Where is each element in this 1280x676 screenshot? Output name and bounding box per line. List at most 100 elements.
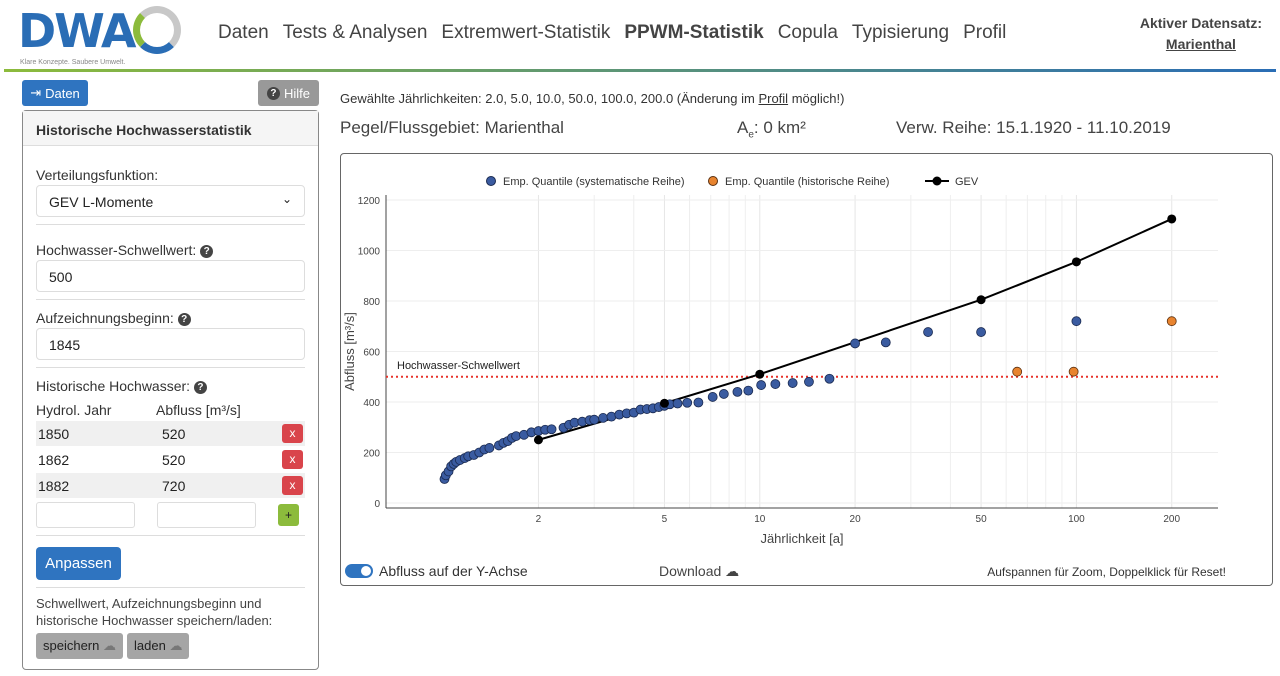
settings-panel: Historische Hochwasserstatistik Verteilu… xyxy=(22,110,319,670)
hilfe-button[interactable]: ? Hilfe xyxy=(258,80,319,106)
abfluss-cell: 720 xyxy=(162,478,186,494)
legend-gev-marker xyxy=(932,176,942,186)
frequency-chart[interactable]: 2 5 10 20 50 100 200 0 200 400 600 800 1000 1200 Jährl… xyxy=(341,154,1273,586)
y-axis-title: Abfluss [m³/s] xyxy=(342,312,357,391)
save-load-note: Schwellwert, Aufzeichnungsbeginn und his… xyxy=(36,596,273,628)
x-tick-label: 50 xyxy=(976,514,988,525)
chevron-down-icon: ⌄ xyxy=(281,192,292,206)
systematic-point xyxy=(484,443,495,453)
daten-button[interactable]: ⇥ Daten xyxy=(22,80,88,106)
delete-row-button[interactable]: x xyxy=(282,476,303,495)
speichern-button[interactable]: speichern ☁ xyxy=(36,633,123,659)
hilfe-label: Hilfe xyxy=(283,85,310,101)
anpassen-button[interactable]: Anpassen xyxy=(36,547,121,580)
jahr-cell: 1882 xyxy=(38,478,70,494)
y-axis-toggle[interactable] xyxy=(345,564,373,578)
systematic-point xyxy=(589,414,600,425)
laden-label: laden xyxy=(134,638,166,653)
logo-tagline: Klare Konzepte. Saubere Umwelt. xyxy=(20,59,126,66)
divider xyxy=(36,367,305,368)
jahr-cell: 1862 xyxy=(38,452,70,468)
nav-daten[interactable]: Daten xyxy=(218,22,269,43)
help-icon: ? xyxy=(266,86,280,100)
nav-typisierung[interactable]: Typisierung xyxy=(851,22,950,43)
verteilung-select[interactable]: GEV L-Momente ⌄ xyxy=(36,185,305,217)
systematic-point xyxy=(546,424,557,435)
schwellwert-input[interactable]: 500 xyxy=(36,260,305,292)
schwell-value: 500 xyxy=(49,269,73,285)
legend-historic: Emp. Quantile (historische Reihe) xyxy=(725,176,889,188)
y-tick-label: 600 xyxy=(363,348,380,359)
sign-in-icon: ⇥ xyxy=(30,85,42,100)
x-tick-label: 2 xyxy=(536,514,542,525)
systematic-point xyxy=(976,327,986,337)
area-info: Ae: 0 km² xyxy=(737,118,806,140)
cloud-download-icon: ☁ xyxy=(725,563,740,579)
reihe-info: Verw. Reihe: 15.1.1920 - 11.10.2019 xyxy=(896,118,1171,137)
x-tick-label: 200 xyxy=(1163,514,1180,525)
verteilung-value: GEV L-Momente xyxy=(49,194,154,210)
historic-point xyxy=(1012,366,1023,377)
historic-point xyxy=(1166,316,1177,327)
threshold-label: Hochwasser-Schwellwert xyxy=(397,360,520,372)
divider xyxy=(36,535,305,536)
systematic-point xyxy=(718,389,729,399)
new-jahr-input[interactable] xyxy=(36,502,135,528)
nav-profil[interactable]: Profil xyxy=(963,22,1007,43)
systematic-point xyxy=(693,397,704,408)
daten-label: Daten xyxy=(45,85,80,101)
help-icon[interactable]: ? xyxy=(200,244,214,258)
add-row-button[interactable]: + xyxy=(278,504,299,526)
abfluss-cell: 520 xyxy=(162,426,186,442)
col-jahr-header: Hydrol. Jahr xyxy=(36,402,112,418)
legend-systematic-marker xyxy=(486,176,496,186)
header-divider xyxy=(4,69,1276,72)
profil-link[interactable]: Profil xyxy=(758,91,789,106)
help-icon[interactable]: ? xyxy=(193,380,207,394)
nav-ppwm[interactable]: PPWM-Statistik xyxy=(624,22,764,43)
y-tick-label: 0 xyxy=(374,499,380,510)
aufzeichnungsbeginn-input[interactable]: 1845 xyxy=(36,328,305,360)
logo-ring-icon xyxy=(133,6,181,54)
dataset-link[interactable]: Marienthal xyxy=(1165,36,1236,52)
nav-tests[interactable]: Tests & Analysen xyxy=(282,22,428,43)
cloud-download-icon: ☁ xyxy=(169,638,183,653)
systematic-point xyxy=(1071,316,1082,327)
gev-point xyxy=(755,369,765,379)
delete-row-button[interactable]: x xyxy=(282,450,303,469)
area-sub: e xyxy=(748,129,754,141)
systematic-point xyxy=(787,378,798,388)
active-dataset: Aktiver Datensatz: Marienthal xyxy=(1140,15,1262,52)
x-tick-label: 5 xyxy=(662,514,668,525)
delete-row-button[interactable]: x xyxy=(282,424,303,443)
dataset-label: Aktiver Datensatz: xyxy=(1139,15,1262,31)
x-tick-label: 20 xyxy=(850,514,862,525)
table-row: 1850 520 x xyxy=(36,421,305,446)
systematic-point xyxy=(923,327,933,337)
new-abfluss-input[interactable] xyxy=(157,502,256,528)
laden-button[interactable]: laden ☁ xyxy=(127,633,190,659)
systematic-point xyxy=(707,392,718,402)
gev-point xyxy=(1167,214,1177,224)
toggle-label: Abfluss auf der Y-Achse xyxy=(379,563,528,579)
chart-container[interactable]: 2 5 10 20 50 100 200 0 200 400 600 800 1000 1200 Jährl… xyxy=(340,153,1273,586)
y-tick-label: 400 xyxy=(363,398,380,409)
speichern-label: speichern xyxy=(43,638,100,653)
col-abfluss-header: Abfluss [m³/s] xyxy=(156,402,241,418)
y-tick-label: 200 xyxy=(363,449,380,460)
main-nav: Daten Tests & Analysen Extremwert-Statis… xyxy=(218,22,1006,44)
nav-extremwert[interactable]: Extremwert-Statistik xyxy=(441,22,611,43)
systematic-point xyxy=(804,376,814,387)
legend-gev: GEV xyxy=(955,176,979,188)
jahr-cell: 1850 xyxy=(38,426,70,442)
cloud-upload-icon: ☁ xyxy=(103,638,116,653)
nav-copula[interactable]: Copula xyxy=(777,22,838,43)
help-icon[interactable]: ? xyxy=(177,312,191,326)
download-label: Download xyxy=(659,563,722,579)
y-tick-label: 800 xyxy=(363,297,380,308)
dwa-logo[interactable]: DWA Klare Konzepte. Saubere Umwelt. xyxy=(18,4,183,66)
table-row: 1862 520 x xyxy=(36,447,305,472)
logo-text: DWA xyxy=(18,4,136,58)
download-button[interactable]: Download ☁ xyxy=(659,563,739,580)
save-load-buttons: speichern ☁ laden ☁ xyxy=(36,633,311,659)
